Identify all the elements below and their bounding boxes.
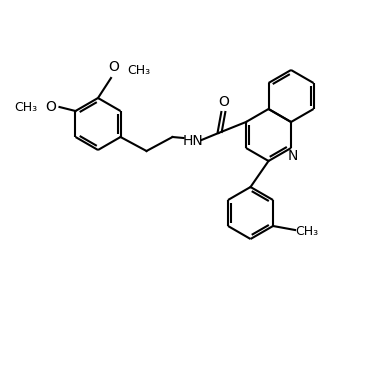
Text: HN: HN: [182, 134, 203, 148]
Text: N: N: [288, 149, 298, 163]
Text: O: O: [45, 100, 57, 114]
Text: CH₃: CH₃: [127, 64, 150, 76]
Text: O: O: [218, 95, 229, 109]
Text: CH₃: CH₃: [295, 225, 319, 238]
Text: O: O: [109, 60, 119, 74]
Text: CH₃: CH₃: [14, 100, 37, 114]
